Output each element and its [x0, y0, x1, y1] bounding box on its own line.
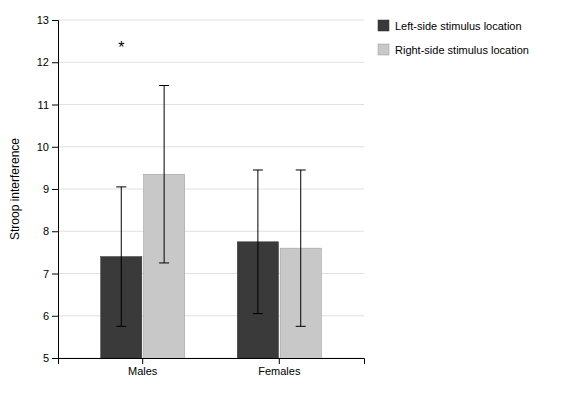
y-tick-label: 5 [43, 352, 49, 364]
y-tick-label: 13 [37, 14, 49, 26]
y-tick-mark [52, 358, 58, 359]
y-tick: 9 [43, 183, 58, 195]
x-tick: Males [128, 358, 158, 377]
y-tick: 7 [43, 268, 58, 280]
y-tick-label: 11 [38, 99, 49, 111]
error-bar-line [159, 85, 169, 262]
y-axis: 5 6 7 8 9 10 11 12 13 [37, 14, 59, 364]
x-axis-line [59, 359, 365, 365]
series [144, 85, 322, 358]
error-bar [296, 170, 306, 326]
legend: Left-side stimulus location Right-side st… [378, 20, 529, 56]
annotation: * [118, 39, 124, 56]
y-tick-mark [52, 105, 58, 106]
x-axis: Males Females [59, 358, 365, 377]
y-tick: 6 [43, 310, 58, 322]
y-tick: 8 [43, 225, 58, 237]
y-tick: 13 [37, 14, 58, 26]
legend-label: Left-side stimulus location [395, 20, 522, 32]
x-tick: Females [258, 358, 301, 377]
error-bar [159, 85, 169, 262]
y-tick-label: 6 [43, 310, 49, 322]
grid-line [58, 146, 364, 147]
y-tick-mark [52, 231, 58, 232]
y-tick-label: 12 [37, 56, 49, 68]
error-bar [116, 187, 126, 326]
error-bar-line [253, 170, 263, 314]
x-tick-mark [279, 358, 280, 364]
y-tick-mark [52, 189, 58, 190]
y-tick-label: 10 [37, 141, 49, 153]
y-tick-label: 9 [43, 183, 49, 195]
y-tick: 10 [37, 141, 58, 153]
chart: 5 6 7 8 9 10 11 12 13 Males Females * Stroop interfe… [0, 0, 564, 394]
y-tick-label: 8 [43, 225, 49, 237]
y-tick-mark [52, 274, 58, 275]
series [101, 170, 279, 358]
y-tick: 12 [37, 56, 58, 68]
grid-line [58, 189, 364, 190]
error-bar-line [296, 170, 306, 326]
legend-label: Right-side stimulus location [395, 44, 529, 56]
grid-line [58, 62, 364, 63]
y-tick: 5 [43, 352, 58, 364]
y-tick-mark [52, 20, 58, 21]
y-tick-mark [52, 147, 58, 148]
y-tick: 11 [38, 99, 58, 111]
x-tick-label: Females [258, 365, 301, 377]
legend-item: Left-side stimulus location [378, 20, 522, 32]
x-tick-mark [142, 358, 143, 364]
y-tick-mark [52, 316, 58, 317]
error-bar [253, 170, 263, 314]
grid-line [58, 231, 364, 232]
legend-swatch [378, 44, 389, 55]
x-tick-label: Males [128, 365, 158, 377]
y-axis-line [52, 21, 59, 359]
grid-line [58, 104, 364, 105]
legend-swatch [378, 20, 389, 31]
error-bar-line [116, 187, 126, 326]
y-tick-mark [52, 62, 58, 63]
legend-item: Right-side stimulus location [378, 44, 529, 56]
plot: 5 6 7 8 9 10 11 12 13 Males Females * [37, 14, 365, 394]
y-axis-title: Stroop interference [8, 138, 22, 240]
y-tick-label: 7 [43, 268, 49, 280]
grid-line [58, 20, 364, 21]
marks [101, 85, 322, 358]
